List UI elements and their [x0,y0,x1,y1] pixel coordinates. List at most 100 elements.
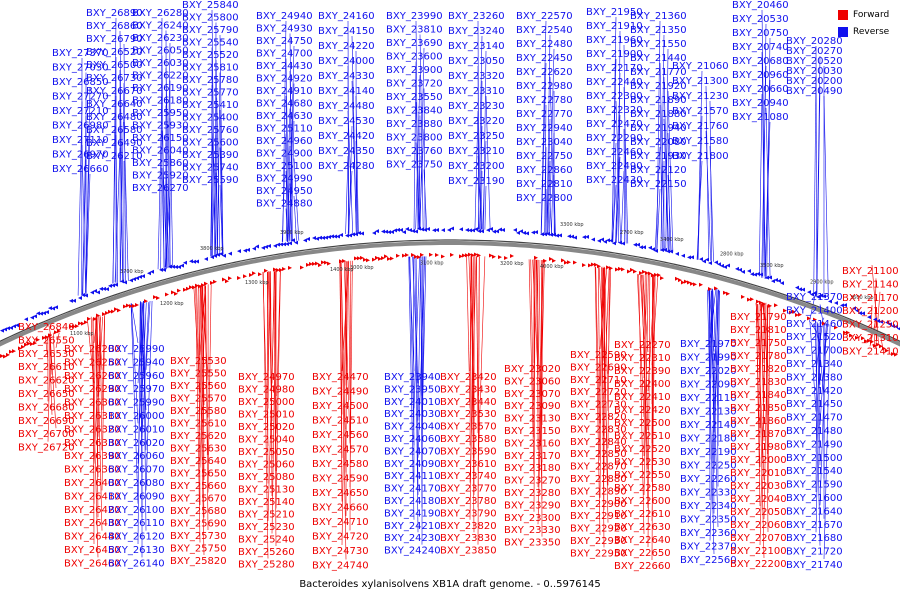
forward-gene-arrow [24,342,28,347]
forward-gene-arrow [378,256,382,261]
gene-label: BXY_25610 [170,419,227,430]
forward-gene-arrow [645,270,649,275]
gene-label: BXY_26300 [64,398,121,409]
gene-label: BXY_24990 [256,174,313,185]
gene-label: BXY_23950 [384,384,441,395]
reverse-gene-arrow [111,283,115,288]
gene-label: BXY_23820 [440,521,497,532]
forward-gene-arrow [783,308,787,313]
reverse-gene-arrow [813,290,817,295]
gene-label: BXY_22830 [570,424,627,435]
reverse-gene-arrow [474,227,478,232]
gene-label: BXY_22850 [570,449,627,460]
gene-label: BXY_23940 [384,372,441,383]
scale-tick-label: 1200 kbp [160,301,184,307]
gene-label: BXY_21140 [842,279,899,290]
gene-label: BXY_26240 [132,21,189,32]
forward-gene-arrow [243,274,247,279]
gene-label: BXY_25110 [256,124,313,135]
forward-gene-arrow [855,335,859,340]
reverse-gene-arrow [741,269,745,274]
forward-gene-arrow [177,288,181,293]
forward-gene-arrow [117,308,121,313]
gene-label: BXY_23280 [504,488,561,499]
reverse-gene-labels: BXY_27370BXY_27030BXY_26850BXY_27270BXY_… [52,0,843,210]
reverse-gene-arrow [282,242,286,247]
gene-label: BXY_25810 [182,63,239,74]
gene-label: BXY_21670 [786,520,843,531]
scale-tick-label: 4000 kbp [540,264,564,270]
genome-axis-outer [0,239,900,342]
gene-label: BXY_22430 [586,175,643,186]
forward-gene-arrow [651,273,655,278]
forward-gene-arrow [3,354,7,359]
forward-gene-arrow [429,252,433,257]
reverse-gene-arrow [750,272,754,277]
forward-gene-arrow [384,254,388,259]
gene-label: BXY_26520 [86,47,143,58]
forward-gene-arrow [864,339,868,344]
gene-label: BXY_26400 [64,478,121,489]
forward-gene-arrow [108,309,112,314]
gene-label: BXY_25770 [182,88,239,99]
gene-label: BXY_21400 [786,305,843,316]
gene-label: BXY_23310 [448,86,505,97]
reverse-gene-arrow [555,233,559,238]
reverse-gene-arrow [276,242,280,247]
reverse-gene-arrow [78,296,82,301]
reverse-gene-arrow [891,324,895,329]
gene-label: BXY_23140 [448,41,505,52]
reverse-gene-arrow [288,241,292,246]
forward-gene-arrow [498,255,502,260]
gene-label: BXY_23720 [386,79,443,90]
gene-label: BXY_22050 [730,507,787,518]
gene-label: BXY_23250 [448,131,505,142]
forward-gene-arrow [276,268,280,273]
reverse-gene-arrow [177,265,181,270]
reverse-gene-arrow [708,260,712,265]
gene-label: BXY_25970 [108,384,165,395]
gene-label: BXY_26620 [18,376,75,387]
scale-tick-label: 1100 kbp [70,331,94,337]
gene-label: BXY_21700 [786,346,843,357]
gene-label: BXY_25140 [238,497,295,508]
reverse-gene-arrow [0,328,4,333]
forward-gene-arrow [102,312,106,317]
gene-label: BXY_22650 [614,548,671,559]
gene-label: BXY_23070 [504,389,561,400]
forward-gene-arrow [27,341,31,346]
gene-label: BXY_25280 [238,560,295,571]
forward-gene-arrow [477,253,481,258]
forward-gene-arrow [18,346,22,351]
forward-gene-arrow [78,321,82,326]
gene-label: BXY_25400 [182,113,239,124]
gene-label: BXY_21900 [586,49,643,60]
gene-label: BXY_24660 [312,503,369,514]
gene-label: BXY_22180 [680,434,737,445]
forward-gene-arrow [639,271,643,276]
gene-label: BXY_22370 [680,542,737,553]
forward-gene-arrow [657,273,661,278]
reverse-gene-arrow [816,294,820,299]
gene-label: BXY_23430 [440,384,497,395]
reverse-gene-arrow [12,324,16,329]
gene-label: BXY_25930 [132,121,189,132]
gene-label: BXY_24880 [256,199,313,210]
reverse-gene-arrow [738,267,742,272]
forward-gene-arrow [174,291,178,296]
gene-label: BXY_25730 [170,531,227,542]
gene-label: BXY_25630 [170,444,227,455]
reverse-gene-arrow [336,234,340,239]
gene-label: BXY_21600 [786,493,843,504]
forward-gene-arrow [36,337,40,342]
forward-gene-arrow [309,261,313,266]
gene-label: BXY_26040 [132,146,189,157]
reverse-gene-arrow [333,234,337,239]
forward-gene-arrow [228,276,232,281]
gene-label: BXY_24160 [318,11,375,22]
reverse-gene-arrow [582,235,586,240]
forward-gene-arrow [708,286,712,291]
forward-gene-arrow [357,256,361,261]
forward-gene-arrow [189,285,193,290]
reverse-gene-arrow [222,253,226,258]
